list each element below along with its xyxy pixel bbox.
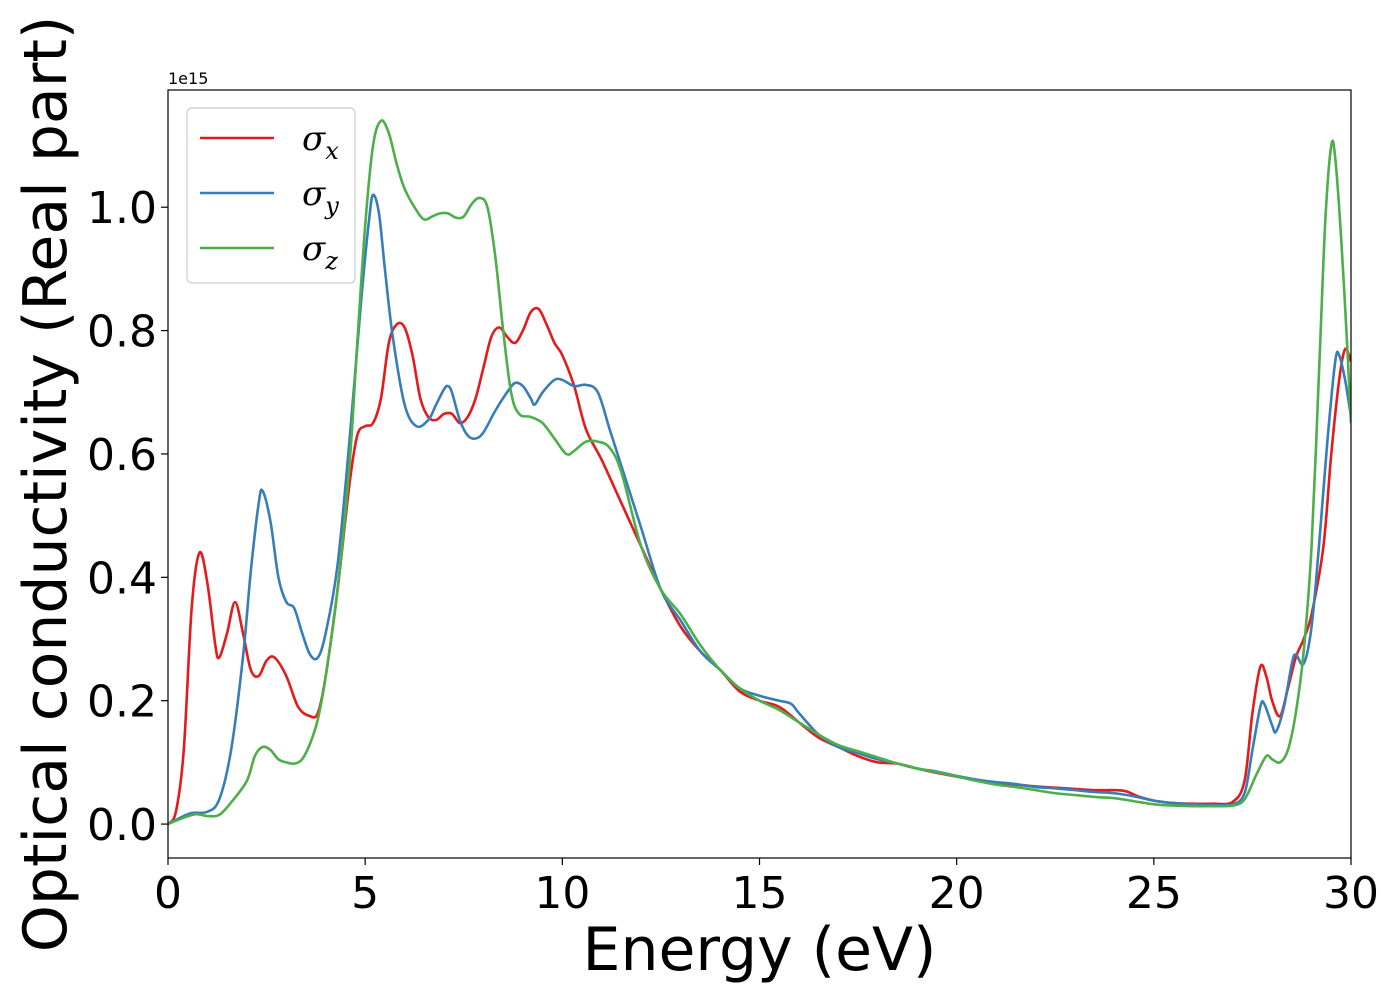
- legend-label-sigma-y: σy: [302, 174, 339, 220]
- x-tick-label: 25: [1126, 868, 1182, 919]
- y-tick-label: 0.8: [87, 307, 157, 358]
- x-tick-label: 10: [534, 868, 590, 919]
- legend-label-sigma-z: σz: [302, 229, 338, 275]
- y-tick-label: 0.0: [87, 800, 157, 851]
- x-tick-label: 30: [1323, 868, 1379, 919]
- legend-label-sigma-x: σx: [302, 119, 339, 165]
- x-axis-label: Energy (eV): [583, 915, 937, 985]
- x-tick-label: 20: [929, 868, 985, 919]
- x-tick-label: 0: [154, 868, 182, 919]
- series-line-sigma-y: [168, 193, 1351, 826]
- series-layer: [168, 119, 1351, 826]
- series-line-sigma-z: [168, 119, 1351, 826]
- x-tick-label: 5: [351, 868, 379, 919]
- series-line-sigma-x: [168, 306, 1351, 825]
- y-axis-label: Optical conductivity (Real part): [11, 16, 81, 953]
- y-tick-label: 0.2: [87, 677, 157, 728]
- y-tick-label: 0.6: [87, 430, 157, 481]
- legend: σx σy σz: [186, 107, 356, 284]
- y-tick-label: 1.0: [87, 183, 157, 234]
- legend-frame: [186, 107, 356, 284]
- y-tick-label: 0.4: [87, 553, 157, 604]
- x-tick-label: 15: [732, 868, 788, 919]
- ticks-layer: 0 5 10 15 20 25 30 0.0 0.2 0.4 0.6 0.8 1.0: [87, 183, 1379, 919]
- y-offset-label: 1e15: [168, 69, 208, 88]
